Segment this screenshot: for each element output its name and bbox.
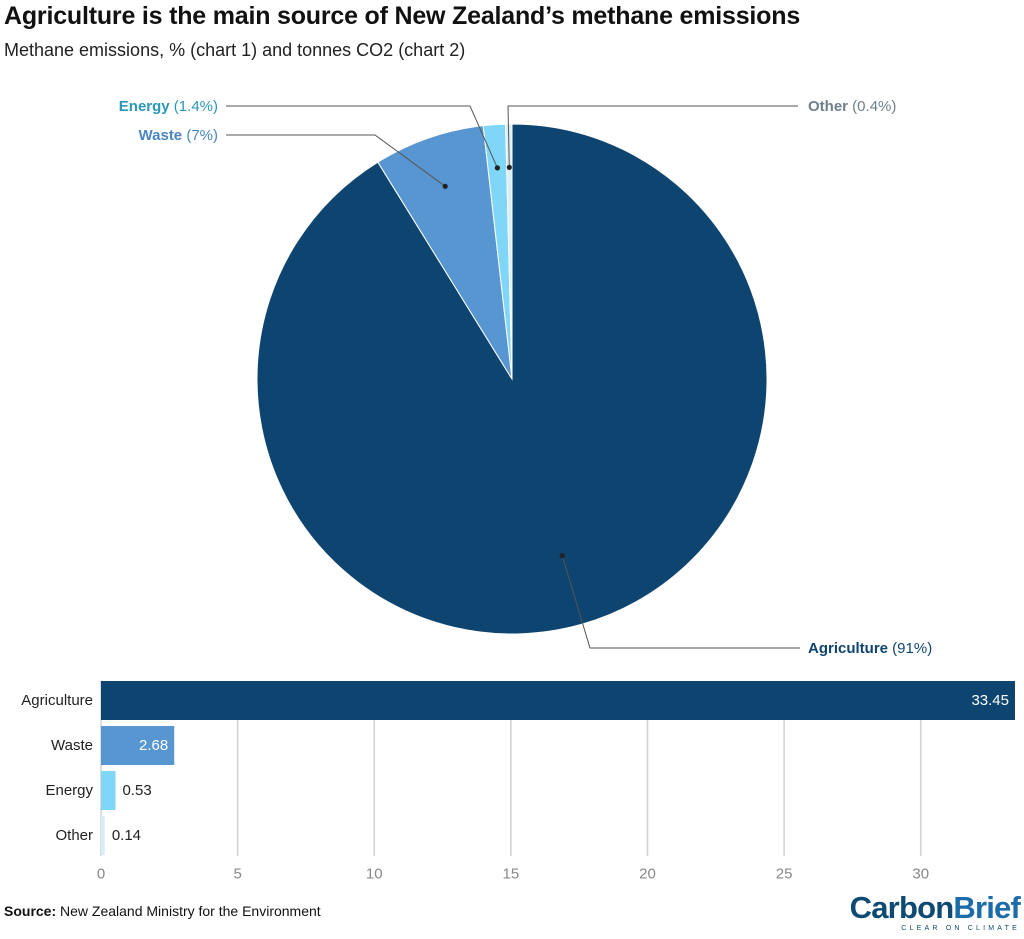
callout-name-other: Other [808,98,848,115]
pie-chart [256,123,768,635]
callout-dot-other [506,164,512,170]
callout-value-energy: (1.4%) [170,98,218,115]
bar-category-label-energy: Energy [45,782,93,799]
chart-subtitle: Methane emissions, % (chart 1) and tonne… [4,40,466,60]
source-label: Source: [4,903,57,919]
bar-chart: Agriculture 33.45 Waste 2.68 Energy 0.53 Other… [21,681,1015,883]
callout-label-energy: Energy (1.4%) [119,98,218,115]
logo-wordmark: CarbonBrief [849,890,1021,925]
callout-dot-agriculture [559,553,565,559]
x-tick-label-10: 10 [366,866,383,883]
bar-agriculture [101,681,1015,720]
chart-title: Agriculture is the main source of New Ze… [4,2,801,30]
bar-energy [101,771,116,810]
callout-line-energy [226,105,498,169]
x-tick-label-5: 5 [233,866,241,883]
x-tick-label-20: 20 [639,866,656,883]
bar-value-label-agriculture: 33.45 [971,692,1009,709]
callout-name-energy: Energy [119,98,171,115]
callout-label-other: Other (0.4%) [808,98,896,115]
logo-part-brief: Brief [953,890,1020,925]
callout-line-agriculture [561,555,800,649]
x-tick-label-15: 15 [503,866,520,883]
callout-line-waste [226,134,446,187]
logo-part-carbon: Carbon [849,890,955,925]
callout-value-agriculture: (91%) [888,640,932,657]
bar-waste [101,726,175,765]
x-tick-label-0: 0 [97,866,105,883]
carbonbrief-logo: CarbonBrief CLEAR ON CLIMATE [849,890,1021,933]
pie-callouts: Agriculture (91%) Waste (7%) Energy (1.4%)… [119,98,932,657]
bar-category-label-waste: Waste [51,737,93,754]
bar-category-label-other: Other [55,827,93,844]
callout-line-other [507,105,798,168]
bar-value-label-energy: 0.53 [122,782,151,799]
chart-canvas: Agriculture (91%) Waste (7%) Energy (1.4%)… [21,98,1015,883]
x-tick-label-30: 30 [912,866,929,883]
pie-slice-waste [377,125,513,380]
callout-dot-energy [494,165,500,171]
x-tick-label-25: 25 [776,866,793,883]
callout-dot-waste [442,183,448,189]
logo-tagline: CLEAR ON CLIMATE [901,925,1020,932]
source-note: Source: New Zealand Ministry for the Env… [4,903,321,919]
bar-value-label-waste: 2.68 [139,737,168,754]
callout-label-agriculture: Agriculture (91%) [808,640,932,657]
bar-other [101,816,105,855]
callout-name-agriculture: Agriculture [808,640,888,657]
bar-category-label-agriculture: Agriculture [21,692,93,709]
callout-value-waste: (7%) [182,127,218,144]
bar-value-label-other: 0.14 [112,827,141,844]
callout-name-waste: Waste [139,127,183,144]
callout-label-waste: Waste (7%) [139,127,218,144]
callout-value-other: (0.4%) [848,98,896,115]
source-text: New Zealand Ministry for the Environment [60,903,321,919]
